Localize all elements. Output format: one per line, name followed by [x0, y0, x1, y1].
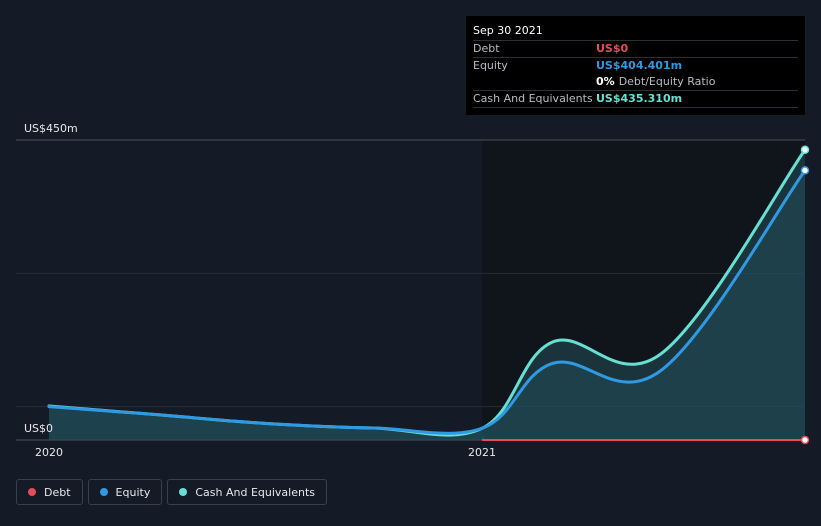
series-end-point-equity	[800, 166, 810, 175]
ratio-percent: 0%	[596, 75, 615, 88]
legend-item-equity[interactable]: Equity	[87, 479, 163, 505]
tooltip-key: Equity	[473, 59, 508, 72]
tooltip-row-cash: Cash And Equivalents US$435.310m	[473, 91, 798, 108]
tooltip-row-debt: Debt US$0	[473, 41, 798, 58]
legend-label: Cash And Equivalents	[195, 485, 315, 499]
series-end-points	[800, 145, 810, 445]
tooltip-key: Debt	[473, 42, 500, 55]
tooltip-value: US$435.310m	[596, 92, 683, 105]
ratio-label: Debt/Equity Ratio	[618, 75, 716, 88]
series-lines	[47, 148, 807, 442]
series-area-cash-and-equivalents	[49, 149, 805, 440]
legend-dot-icon	[99, 488, 108, 496]
legend: Debt Equity Cash And Equivalents	[16, 479, 327, 505]
series-end-point-cash-and-equivalents	[800, 145, 810, 155]
x-tick-label-2020: 2020	[35, 446, 63, 459]
tooltip-value: US$404.401m	[596, 59, 683, 72]
tooltip-date: Sep 30 2021	[473, 23, 798, 41]
tooltip: Sep 30 2021 Debt US$0 Equity US$404.401m…	[466, 16, 805, 115]
y-tick-label-max: US$450m	[24, 122, 78, 135]
series-line-equity	[47, 168, 807, 435]
legend-item-debt[interactable]: Debt	[16, 479, 83, 505]
tooltip-row-equity: Equity US$404.401m	[473, 58, 798, 74]
tooltip-key: Cash And Equivalents	[473, 92, 593, 105]
tooltip-key	[473, 74, 596, 90]
chart-canvas	[16, 139, 810, 445]
legend-label: Equity	[115, 485, 151, 499]
tooltip-row-ratio: 0% Debt/Equity Ratio	[473, 74, 798, 91]
legend-label: Debt	[44, 485, 71, 499]
legend-item-cash[interactable]: Cash And Equivalents	[167, 479, 327, 505]
tooltip-value: US$0	[596, 42, 629, 55]
legend-dot-icon	[179, 488, 188, 496]
series-end-point-debt	[800, 435, 810, 445]
legend-dot-icon	[28, 488, 36, 496]
x-tick-label-2021: 2021	[468, 446, 496, 459]
y-tick-label-zero: US$0	[24, 422, 54, 435]
